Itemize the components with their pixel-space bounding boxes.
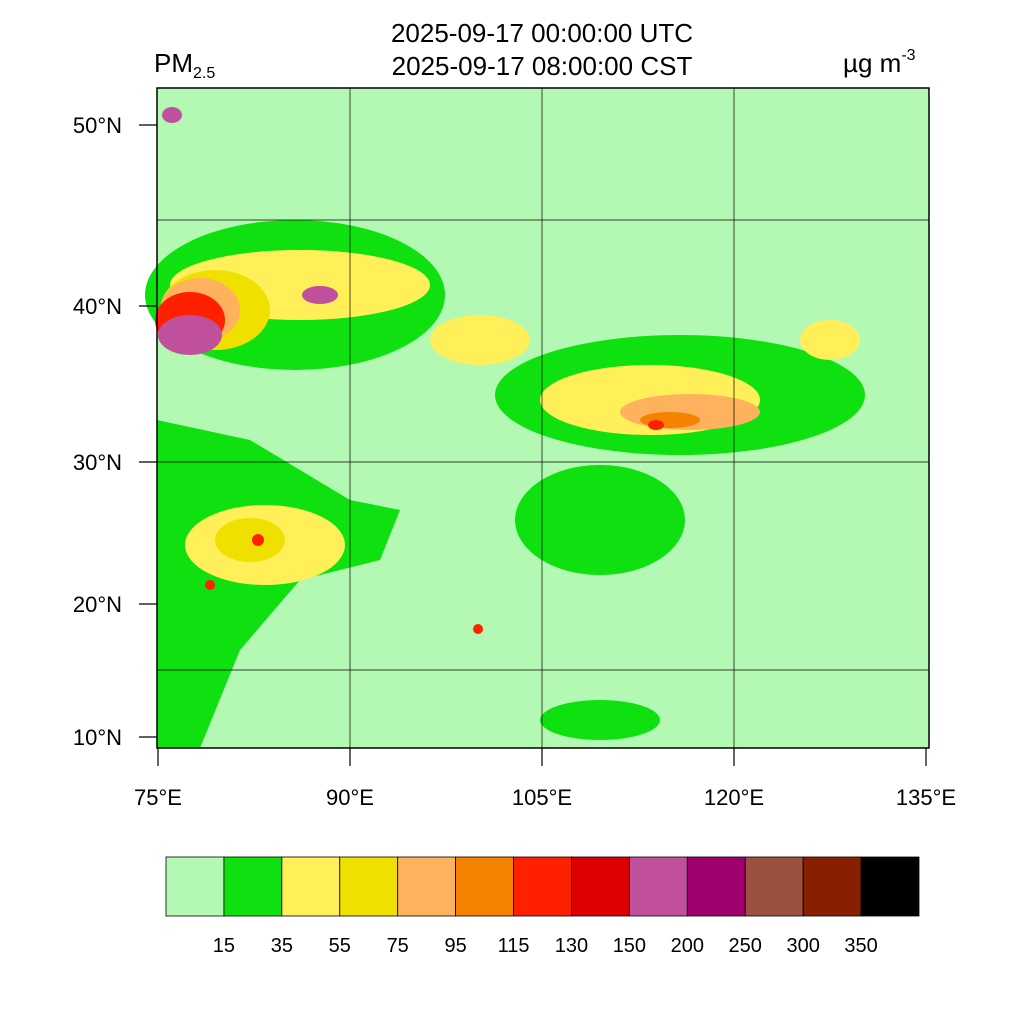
colorbar-box <box>860 856 920 917</box>
lon-label: 75°E <box>134 785 182 810</box>
units: µg m <box>843 48 901 78</box>
plume <box>473 624 483 634</box>
plume <box>158 315 222 355</box>
colorbar-box <box>165 856 225 917</box>
plume <box>302 286 338 304</box>
lat-label: 20°N <box>73 592 122 617</box>
lat-label: 10°N <box>73 725 122 750</box>
colorbar-label: 200 <box>671 935 704 957</box>
plume <box>515 465 685 575</box>
lon-label: 120°E <box>704 785 764 810</box>
title-line: 2025-09-17 00:00:00 UTC <box>391 18 693 48</box>
plume <box>252 534 264 546</box>
variable-sub: 2.5 <box>193 65 215 82</box>
map-frame <box>156 87 930 749</box>
plume <box>430 315 530 365</box>
colorbar-box <box>744 856 804 917</box>
plume <box>205 580 215 590</box>
title-line: 2025-09-17 08:00:00 CST <box>392 51 693 81</box>
colorbar-box <box>397 856 457 917</box>
colorbar-box <box>513 856 572 917</box>
colorbar-label: 115 <box>498 935 530 957</box>
plume <box>540 700 660 740</box>
variable-label: PM2.5 <box>154 48 215 82</box>
colorbar-label: 300 <box>786 935 819 957</box>
units-sup: -3 <box>901 47 915 64</box>
colorbar-box <box>802 856 862 917</box>
colorbar-label: 95 <box>444 935 466 957</box>
colorbar-box <box>628 856 688 917</box>
plume <box>215 518 285 562</box>
colorbar-box <box>686 856 746 917</box>
lon-label: 135°E <box>896 785 956 810</box>
colorbar-label: 55 <box>329 935 351 957</box>
lat-label: 50°N <box>73 113 122 138</box>
colorbar-box <box>281 856 341 917</box>
plume <box>162 107 182 123</box>
plume <box>800 320 860 360</box>
colorbar-box <box>339 856 399 917</box>
colorbar-label: 150 <box>613 935 646 957</box>
colorbar-label: 130 <box>555 935 588 957</box>
colorbar-label: 250 <box>729 935 762 957</box>
colorbar-label: 350 <box>844 935 877 957</box>
colorbar-box <box>571 856 630 917</box>
colorbar-box <box>223 856 283 917</box>
map <box>145 87 930 749</box>
axis-ticks: 50°N 40°N 30°N 20°N 10°N 75°E 90°E 105°E 120°E 13… <box>73 113 956 810</box>
lon-label: 105°E <box>512 785 572 810</box>
colorbar-box <box>455 856 514 917</box>
colorbar-label: 15 <box>213 935 235 957</box>
variable: PM <box>154 48 193 78</box>
lon-label: 90°E <box>326 785 374 810</box>
units-label: µg m-3 <box>843 47 916 78</box>
lat-label: 40°N <box>73 294 122 319</box>
colorbar-label: 75 <box>387 935 409 957</box>
colorbar: 15 35 55 75 95 115 130 150 200 250 300 350 <box>165 856 920 957</box>
colorbar-label: 35 <box>271 935 293 957</box>
plume <box>648 420 664 430</box>
lat-label: 30°N <box>73 450 122 475</box>
